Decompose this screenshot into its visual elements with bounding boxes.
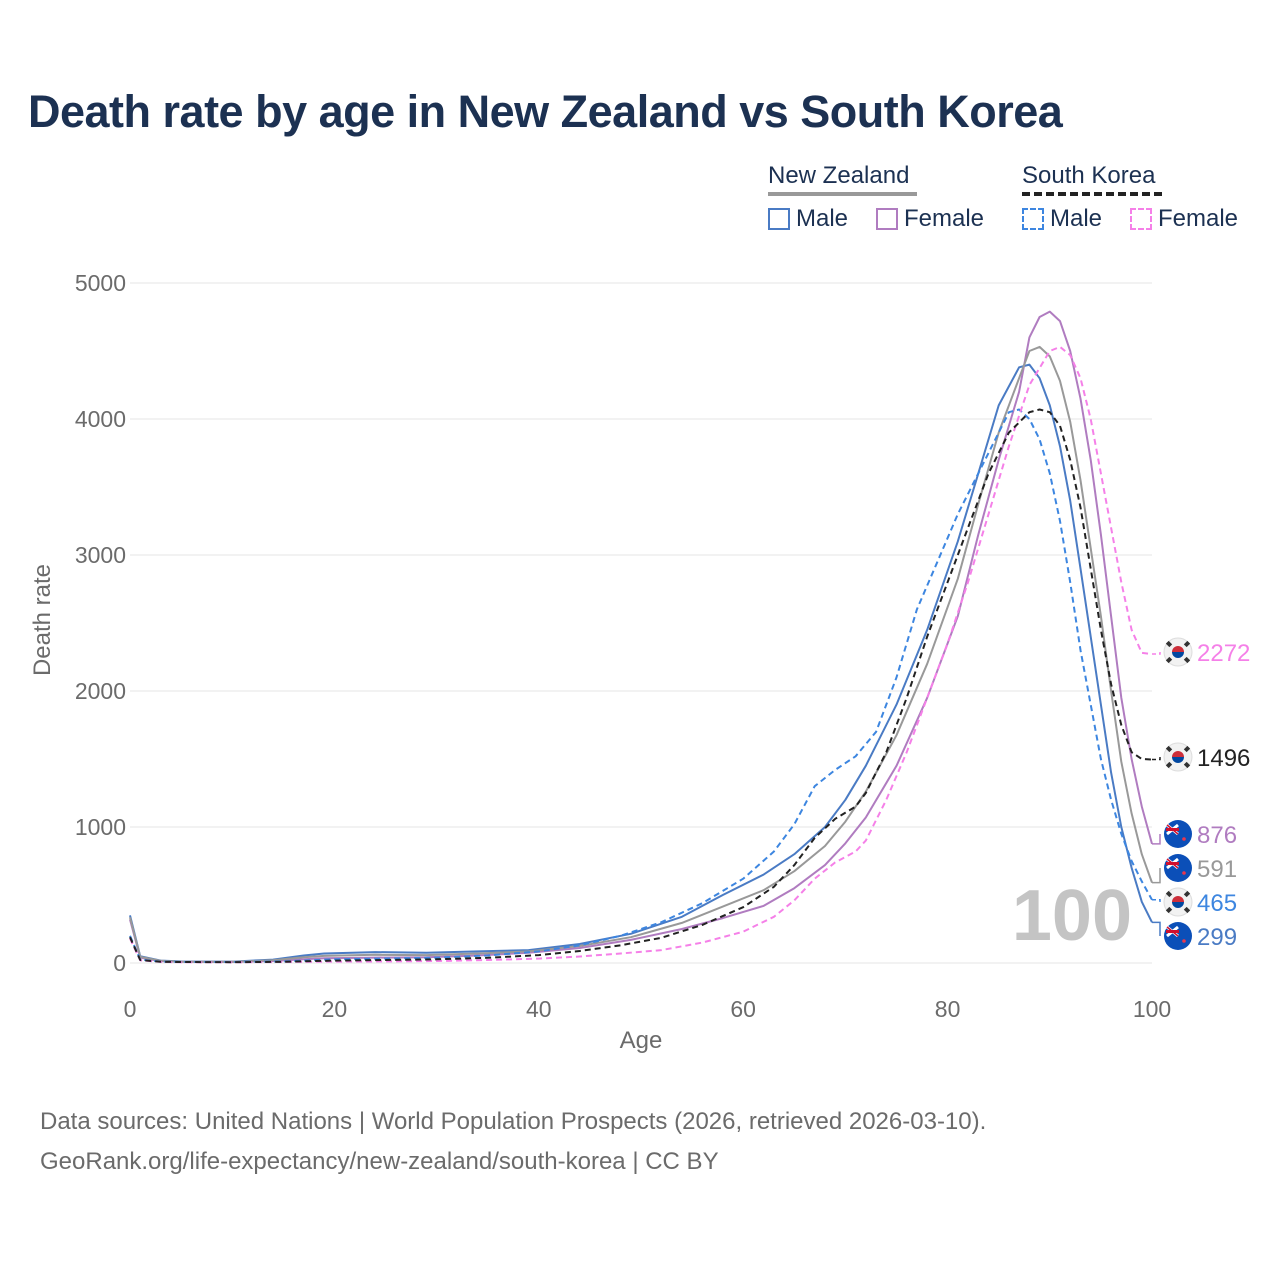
y-tick-label: 4000 <box>75 406 126 432</box>
x-tick-label: 0 <box>124 996 137 1022</box>
end-label-leader <box>1152 899 1161 902</box>
south-korea-flag-icon <box>1163 887 1193 917</box>
legend-title-south-korea: South Korea <box>1022 162 1156 189</box>
year-watermark: 100 <box>1012 876 1132 956</box>
legend-item-kr-male[interactable]: Male <box>1022 205 1102 233</box>
end-value-label: 299 <box>1197 924 1237 951</box>
legend-item-kr-female[interactable]: Female <box>1130 205 1238 233</box>
grid-lines <box>130 282 1152 964</box>
new-zealand-flag-icon <box>1164 922 1192 950</box>
series-line-south-korea-female[interactable] <box>129 345 1153 964</box>
legend-swatch-kr-female <box>1130 208 1152 230</box>
x-tick-label: 80 <box>935 996 961 1022</box>
legend-item-nz-female[interactable]: Female <box>876 205 984 233</box>
legend-label-kr-female: Female <box>1158 205 1239 232</box>
legend-swatch-nz-female <box>876 208 898 230</box>
series-line-south-korea-both-sexes[interactable] <box>129 408 1153 964</box>
end-label-leader <box>1152 652 1161 655</box>
legend-underline-new-zealand <box>768 192 917 196</box>
legend-label-nz-male: Male <box>796 205 849 232</box>
series-lines <box>129 310 1153 964</box>
south-korea-flag-icon <box>1163 637 1193 667</box>
legend-swatch-nz-male <box>768 208 790 230</box>
y-tick-label: 3000 <box>75 542 126 568</box>
legend-label-nz-female: Female <box>904 205 985 232</box>
y-tick-label: 0 <box>113 950 126 976</box>
end-value-label: 465 <box>1197 890 1237 917</box>
series-line-new-zealand-male[interactable] <box>129 363 1153 963</box>
end-value-label: 1496 <box>1197 745 1250 772</box>
legend-label-kr-male: Male <box>1050 205 1103 232</box>
y-tick-label: 1000 <box>75 814 126 840</box>
chart-title: Death rate by age in New Zealand vs Sout… <box>28 86 1063 137</box>
new-zealand-flag-icon <box>1164 820 1192 848</box>
series-line-south-korea-male[interactable] <box>129 408 1153 963</box>
legend-item-nz-male[interactable]: Male <box>768 205 848 233</box>
x-tick-label: 60 <box>730 996 756 1022</box>
end-value-label: 876 <box>1197 822 1237 849</box>
series-line-new-zealand-female[interactable] <box>129 310 1153 963</box>
end-label-leader <box>1152 921 1161 936</box>
source-line-2[interactable]: GeoRank.org/life-expectancy/new-zealand/… <box>40 1148 719 1175</box>
south-korea-flag-icon <box>1163 742 1193 772</box>
y-axis-ticks: 0 1000 2000 3000 4000 5000 <box>75 270 126 976</box>
source-line-1: Data sources: United Nations | World Pop… <box>40 1108 987 1135</box>
y-tick-label: 5000 <box>75 270 126 296</box>
chart-area: 0 1000 2000 3000 4000 5000 0 20 40 60 80 100 100 2… <box>29 270 1250 1054</box>
end-labels: 299 876 591 465 2272 1496 <box>1152 637 1250 951</box>
y-axis-label: Death rate <box>29 564 56 676</box>
end-label-leader <box>1152 868 1161 884</box>
x-tick-label: 20 <box>322 996 348 1022</box>
legend-underline-south-korea <box>1022 192 1162 196</box>
end-label-leader <box>1152 834 1161 845</box>
y-tick-label: 2000 <box>75 678 126 704</box>
x-tick-label: 40 <box>526 996 552 1022</box>
series-line-new-zealand-both-sexes[interactable] <box>129 345 1153 963</box>
legend-swatch-kr-male <box>1022 208 1044 230</box>
end-label-leader <box>1152 757 1161 761</box>
x-axis-ticks: 0 20 40 60 80 100 <box>124 996 1172 1022</box>
x-tick-label: 100 <box>1133 996 1171 1022</box>
x-axis-label: Age <box>620 1027 663 1054</box>
end-value-label: 591 <box>1197 856 1237 883</box>
legend-title-new-zealand: New Zealand <box>768 162 910 189</box>
new-zealand-flag-icon <box>1164 854 1192 882</box>
end-value-label: 2272 <box>1197 640 1250 667</box>
